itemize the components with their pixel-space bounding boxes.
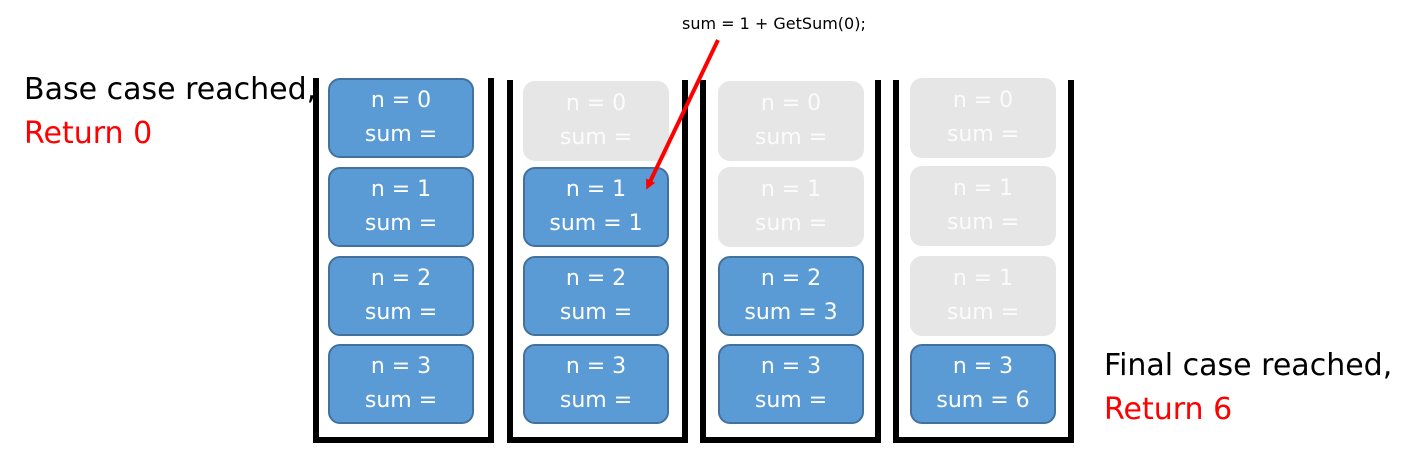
frame-n-value: n = 0 bbox=[565, 91, 627, 116]
frame-n-value: n = 1 bbox=[952, 266, 1014, 291]
stack-frame: n = 1 sum = bbox=[328, 167, 474, 247]
stack-frame: n = 1 sum = bbox=[910, 256, 1056, 336]
base-case-return: Return 0 bbox=[24, 116, 153, 151]
final-case-label: Final case reached, Return 6 bbox=[1104, 344, 1392, 432]
frame-n-value: n = 0 bbox=[370, 88, 432, 113]
frame-sum-value: sum = bbox=[946, 300, 1020, 325]
frame-sum-value: sum = bbox=[559, 388, 633, 413]
frame-n-value: n = 1 bbox=[760, 177, 822, 202]
frame-sum-value: sum = bbox=[754, 388, 828, 413]
stack-frame: n = 0 sum = bbox=[910, 78, 1056, 158]
frame-sum-value: sum = bbox=[946, 210, 1020, 235]
recursive-call-note: sum = 1 + GetSum(0); bbox=[682, 14, 866, 33]
stack-frame: n = 2 sum = bbox=[328, 256, 474, 336]
stack-frame: n = 0 sum = bbox=[718, 81, 864, 161]
stack-frame: n = 3 sum = bbox=[328, 344, 474, 424]
frame-sum-value: sum = bbox=[364, 122, 438, 147]
frame-n-value: n = 0 bbox=[952, 88, 1014, 113]
stack-frame: n = 1 sum = 1 bbox=[523, 167, 669, 247]
call-stack-2 bbox=[507, 80, 688, 443]
frame-n-value: n = 1 bbox=[370, 177, 432, 202]
frame-n-value: n = 0 bbox=[760, 91, 822, 116]
stack-frame: n = 1 sum = bbox=[718, 167, 864, 247]
frame-sum-value: sum = bbox=[364, 211, 438, 236]
stack-frame: n = 1 sum = bbox=[910, 166, 1056, 246]
frame-sum-value: sum = bbox=[364, 300, 438, 325]
frame-n-value: n = 2 bbox=[760, 266, 822, 291]
frame-n-value: n = 2 bbox=[370, 266, 432, 291]
call-stack-1 bbox=[313, 78, 494, 443]
frame-n-value: n = 3 bbox=[370, 354, 432, 379]
frame-sum-value: sum = 3 bbox=[744, 300, 838, 325]
frame-n-value: n = 1 bbox=[565, 177, 627, 202]
frame-n-value: n = 3 bbox=[565, 354, 627, 379]
base-case-label: Base case reached, Return 0 bbox=[24, 68, 316, 156]
stack-frame: n = 0 sum = bbox=[523, 81, 669, 161]
frame-n-value: n = 2 bbox=[565, 266, 627, 291]
frame-sum-value: sum = bbox=[364, 388, 438, 413]
stack-frame: n = 2 sum = bbox=[523, 256, 669, 336]
frame-sum-value: sum = 1 bbox=[549, 211, 643, 236]
stack-frame: n = 0 sum = bbox=[328, 78, 474, 158]
frame-n-value: n = 1 bbox=[952, 176, 1014, 201]
frame-sum-value: sum = bbox=[559, 125, 633, 150]
stack-frame: n = 3 sum = bbox=[523, 344, 669, 424]
stack-frame: n = 3 sum = 6 bbox=[910, 344, 1056, 424]
frame-n-value: n = 3 bbox=[952, 354, 1014, 379]
stack-frame: n = 2 sum = 3 bbox=[718, 256, 864, 336]
base-case-text: Base case reached, bbox=[24, 72, 317, 107]
final-case-return: Return 6 bbox=[1104, 392, 1233, 427]
frame-sum-value: sum = bbox=[754, 125, 828, 150]
final-case-text: Final case reached, bbox=[1104, 348, 1393, 383]
frame-sum-value: sum = bbox=[559, 300, 633, 325]
frame-sum-value: sum = bbox=[946, 122, 1020, 147]
call-stack-4 bbox=[893, 80, 1074, 443]
stack-frame: n = 3 sum = bbox=[718, 344, 864, 424]
frame-sum-value: sum = bbox=[754, 211, 828, 236]
call-stack-3 bbox=[700, 80, 881, 443]
frame-n-value: n = 3 bbox=[760, 354, 822, 379]
frame-sum-value: sum = 6 bbox=[936, 388, 1030, 413]
